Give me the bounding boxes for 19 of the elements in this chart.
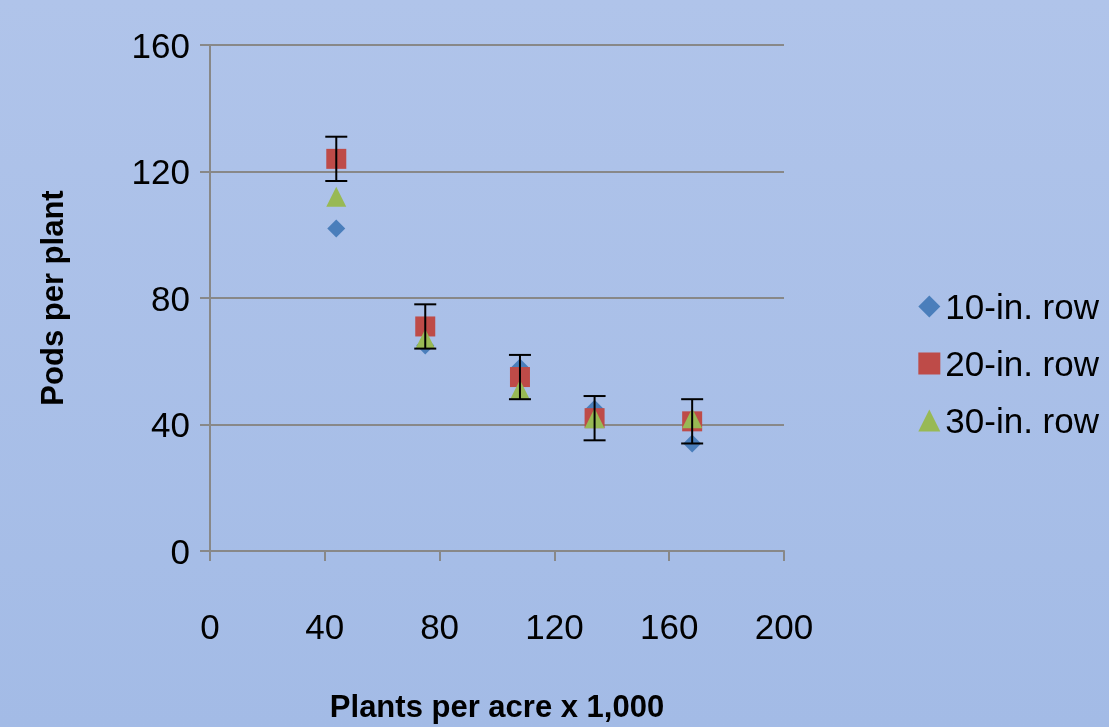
legend-label: 20-in. row (945, 344, 1100, 383)
x-tick-label: 0 (200, 607, 220, 646)
legend-label: 30-in. row (945, 401, 1100, 440)
y-axis-title: Pods per plant (35, 190, 70, 406)
y-tick-label: 120 (131, 152, 190, 191)
x-axis-title: Plants per acre x 1,000 (329, 689, 665, 724)
x-tick-label: 80 (420, 607, 460, 646)
legend-label: 10-in. row (945, 287, 1100, 326)
y-tick-label: 40 (151, 405, 190, 444)
y-tick-label: 160 (131, 25, 190, 65)
x-tick-label: 120 (525, 607, 584, 646)
x-tick-label: 40 (305, 607, 345, 646)
y-tick-label: 0 (170, 531, 190, 571)
y-tick-label: 80 (151, 278, 190, 318)
point (326, 186, 347, 207)
point (327, 219, 346, 238)
x-tick-label: 200 (754, 607, 814, 646)
x-tick-label: 160 (640, 607, 699, 646)
point (326, 148, 347, 169)
